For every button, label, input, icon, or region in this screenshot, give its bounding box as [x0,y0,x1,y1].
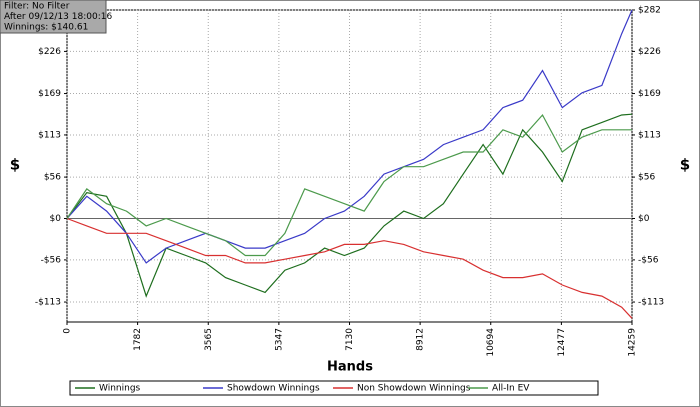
series-line [66,113,633,298]
y-tick-label: $56 [44,173,61,183]
y-tick-label: $226 [38,47,61,57]
y-tick-label-right: $282 [638,6,661,16]
x-tick-label: 8912 [416,328,426,351]
y-tick-label: -$56 [41,255,62,265]
y-axis-title-right: $ [680,156,690,174]
y-tick-label-right: $113 [638,130,661,140]
y-tick-label-right: -$56 [638,255,659,265]
x-tick-label: 12477 [557,328,567,357]
info-line: Filter: No Filter [4,2,70,12]
y-tick-label-right: $169 [638,89,661,99]
legend-label: Showdown Winnings [227,384,320,394]
x-axis-title: Hands [327,360,373,375]
legend-label: All-In EV [492,384,530,394]
info-line: After 09/12/13 18:00:16 [4,12,112,22]
legend-label: Winnings [99,384,141,394]
series-line [66,113,632,257]
info-line: Winnings: $140.61 [4,23,88,33]
x-tick-label: 0 [63,328,73,334]
info-box [0,0,107,34]
x-tick-label: 5347 [274,328,284,351]
y-tick-label: -$113 [35,298,61,308]
series-line [66,217,633,319]
x-tick-label: 10694 [486,328,496,357]
legend-label: Non Showdown Winnings [357,384,471,394]
y-tick-label-right: -$113 [638,298,664,308]
x-tick-label: 7130 [345,328,355,351]
series-line [66,9,633,264]
y-tick-label-right: $226 [638,47,661,57]
y-axis-title: $ [10,156,20,174]
x-tick-label: 3565 [204,328,214,351]
y-tick-label: $113 [38,130,61,140]
y-tick-label-right: $0 [638,214,650,224]
y-tick-label: $0 [50,214,62,224]
y-tick-label: $169 [38,89,61,99]
x-tick-label: 1782 [133,328,143,351]
y-tick-label-right: $56 [638,173,655,183]
x-tick-label: 14259 [628,328,638,357]
